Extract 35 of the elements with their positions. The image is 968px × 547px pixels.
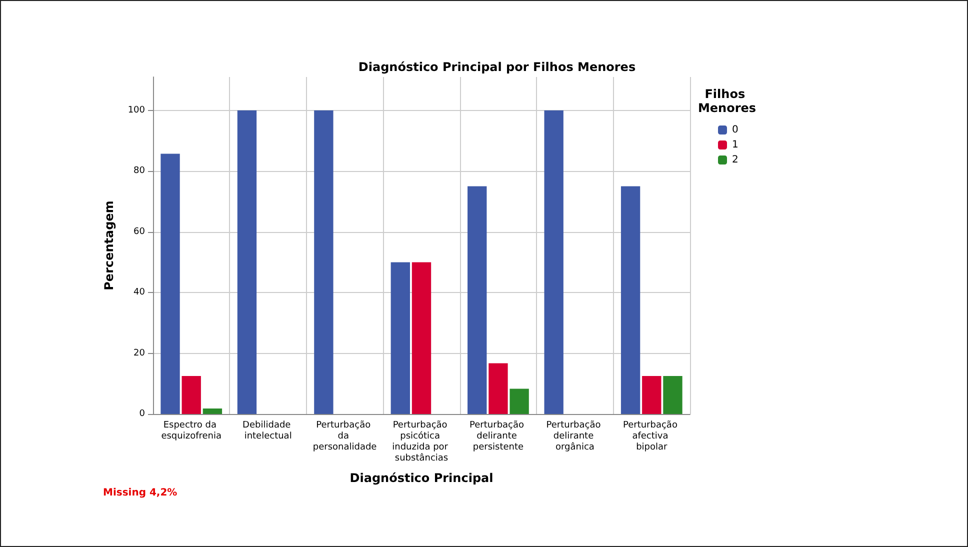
bar <box>620 186 640 414</box>
chart-title: Diagnóstico Principal por Filhos Menores <box>358 60 636 74</box>
bar <box>642 376 662 414</box>
bar <box>390 262 410 414</box>
bar <box>160 154 180 414</box>
legend-title: Filhos Menores <box>698 87 756 115</box>
text: Missing 4,2% <box>103 488 178 498</box>
x-tick-label: Perturbação afectiva bipolar <box>622 420 680 452</box>
x-axis-title: Diagnóstico Principal <box>350 471 494 485</box>
x-tick-label: Debilidade intelectual <box>242 420 294 442</box>
bar <box>237 110 257 414</box>
bar <box>544 110 564 414</box>
bar <box>202 408 222 414</box>
y-tick-label: 100 <box>128 105 146 116</box>
x-tick-label: Perturbação delirante persistente <box>470 420 527 452</box>
x-tick-label: Perturbação da personalidade <box>312 420 378 452</box>
x-tick-label: Perturbação psicótica induzida por substâncias <box>392 420 451 464</box>
legend-label: 0 <box>732 124 738 136</box>
bar <box>468 186 487 414</box>
bar <box>412 262 432 414</box>
y-tick-label: 0 <box>139 409 146 419</box>
bar <box>663 376 682 414</box>
legend-label: 1 <box>732 140 738 150</box>
y-tick-label: 40 <box>134 288 146 298</box>
y-tick-label: 80 <box>134 166 146 176</box>
y-axis-title: Percentagem <box>102 200 116 290</box>
x-tick-label: Perturbação delirante orgânica <box>546 420 604 452</box>
bar <box>182 376 201 414</box>
bar <box>510 388 529 414</box>
bar <box>314 110 334 414</box>
bar <box>488 363 508 414</box>
legend-label: 2 <box>732 154 738 166</box>
y-tick-label: 60 <box>134 226 146 237</box>
x-tick-label: Espectro da esquizofrenia <box>161 420 222 442</box>
y-tick-label: 20 <box>134 348 146 358</box>
